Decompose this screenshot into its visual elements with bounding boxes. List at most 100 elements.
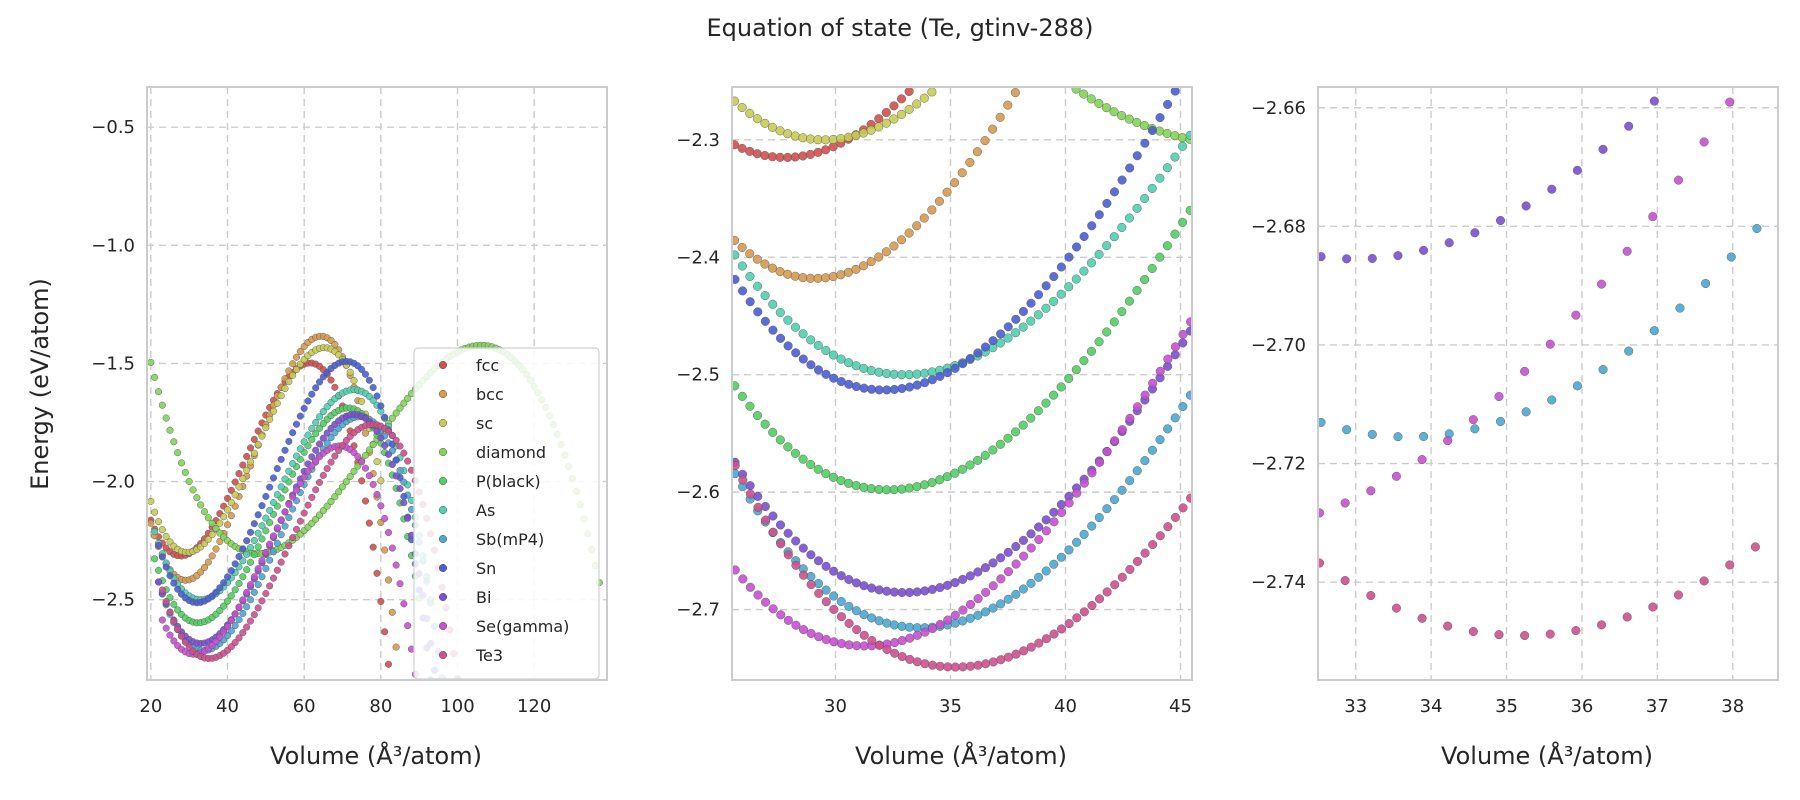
data-point-bi [829, 566, 839, 576]
legend-marker [438, 534, 448, 544]
data-point-sn [988, 336, 998, 346]
data-point-te3 [1494, 630, 1504, 640]
data-point-as [760, 291, 770, 301]
data-point-as [1033, 310, 1043, 320]
data-point-sn [158, 553, 166, 561]
data-point-as [1003, 333, 1013, 343]
data-point-as [752, 281, 763, 291]
data-point-sb-mp4- [912, 623, 922, 633]
data-point-se-gamma- [1571, 310, 1581, 320]
data-point-p-black- [231, 586, 239, 594]
panel-3-x-tick-label: 34 [1420, 696, 1443, 717]
data-point-fcc [243, 452, 251, 460]
data-point-p-black- [927, 477, 937, 488]
data-point-diamond [1101, 103, 1111, 113]
data-point-te3 [829, 604, 839, 614]
data-point-fcc [732, 140, 740, 150]
data-point-sn [980, 342, 991, 352]
data-point-bi [745, 481, 755, 491]
data-point-p-black- [828, 472, 838, 482]
data-point-diamond [338, 483, 347, 491]
data-point-p-black- [1140, 275, 1150, 285]
panel-2-y-tick-label: −2.5 [676, 365, 720, 386]
data-point-as [254, 529, 262, 537]
data-point-sn [935, 371, 945, 381]
data-point-te3 [912, 657, 922, 667]
data-point-sb-mp4- [988, 603, 998, 613]
data-point-se-gamma- [158, 616, 166, 624]
data-point-sn [851, 381, 861, 392]
panel-1-y-tick-label: −0.5 [91, 117, 135, 138]
data-point-se-gamma- [396, 580, 404, 588]
data-point-se-gamma- [243, 588, 251, 596]
data-point-p-black- [988, 445, 998, 455]
data-point-te3 [806, 580, 816, 590]
data-point-sn [231, 560, 239, 568]
data-point-fcc [775, 152, 785, 162]
data-point-sc [281, 384, 289, 393]
data-point-sn [312, 384, 320, 392]
data-point-se-gamma- [844, 640, 854, 650]
data-point-p-black- [844, 478, 854, 488]
panel1-xlabel: Volume (Å³/atom) [270, 741, 482, 770]
data-point-diamond [1124, 114, 1134, 124]
data-point-se-gamma- [981, 587, 991, 597]
data-point-se-gamma- [958, 605, 968, 615]
data-point-te3 [181, 638, 189, 646]
data-point-p-black- [1117, 307, 1127, 317]
data-point-sc [204, 535, 212, 543]
data-point-sc [258, 432, 266, 440]
data-point-sb-mp4- [1752, 223, 1762, 234]
data-point-bcc [745, 249, 755, 259]
data-point-se-gamma- [1178, 329, 1188, 339]
data-point-fcc [369, 543, 377, 551]
data-point-sb-mp4- [1675, 303, 1685, 313]
data-point-sn [1140, 138, 1150, 148]
data-point-se-gamma- [1148, 378, 1158, 388]
data-point-bi [1034, 522, 1044, 532]
data-point-te3 [174, 625, 182, 633]
data-point-te3 [269, 574, 278, 582]
data-point-sn [768, 325, 778, 335]
data-point-sb-mp4- [1598, 365, 1608, 375]
data-point-bcc [767, 263, 778, 273]
data-point-fcc [760, 150, 770, 161]
data-point-fcc [235, 470, 243, 478]
data-point-te3 [988, 657, 998, 667]
data-point-bcc [843, 267, 853, 277]
data-point-bcc [208, 552, 216, 560]
data-point-te3 [844, 618, 854, 628]
data-point-fcc [813, 147, 823, 157]
data-point-bi [1185, 326, 1192, 336]
data-point-sn [315, 378, 324, 386]
data-point-sn [973, 348, 983, 358]
data-point-sn [166, 572, 174, 580]
data-point-bi [1170, 350, 1180, 360]
data-point-sn [1003, 322, 1013, 332]
data-point-sc [912, 99, 922, 109]
panel-zoom-2: Volume (Å³/atom) [1441, 741, 1653, 770]
data-point-se-gamma- [973, 594, 983, 604]
data-point-bcc [760, 259, 770, 269]
panel-3-x-tick-label: 37 [1646, 696, 1669, 717]
data-point-sb-mp4- [897, 621, 907, 631]
data-point-sb-mp4- [262, 565, 270, 573]
panel-1-x-tick-label: 80 [369, 696, 392, 717]
legend-label: sc [476, 414, 493, 433]
data-point-bi [1393, 251, 1403, 261]
data-point-te3 [335, 446, 343, 455]
data-point-te3 [950, 662, 960, 672]
data-point-bcc [790, 271, 800, 281]
data-point-bi [315, 440, 324, 448]
data-point-as [732, 250, 740, 260]
data-point-bcc [912, 221, 922, 231]
data-point-fcc [790, 152, 800, 162]
data-point-sb-mp4- [1011, 589, 1021, 599]
data-point-as [844, 358, 854, 368]
data-point-as [285, 467, 293, 475]
data-point-bcc [737, 242, 747, 252]
legend-marker [438, 563, 448, 573]
data-point-sb-mp4- [1470, 424, 1480, 434]
data-point-fcc [239, 461, 247, 469]
data-point-sb-mp4- [844, 601, 854, 611]
